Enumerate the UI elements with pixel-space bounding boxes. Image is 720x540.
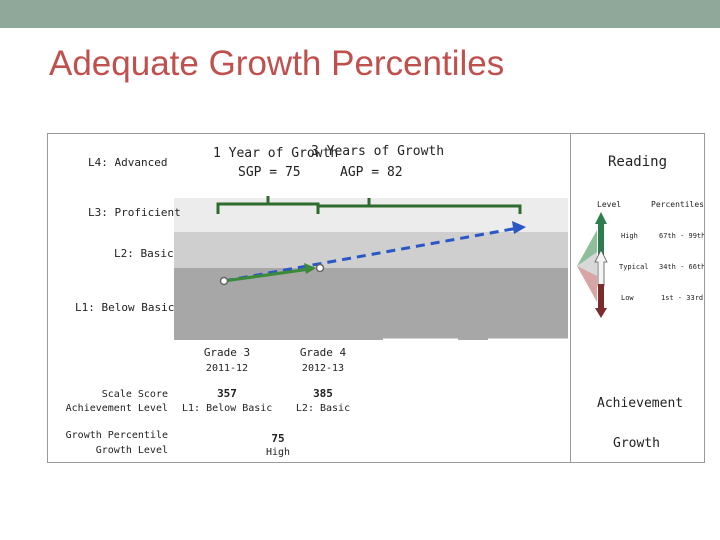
trajectory-graphic <box>216 196 526 286</box>
grade4-header: Grade 4 <box>299 346 347 359</box>
grade4-achievement-level: L2: Basic <box>295 403 351 414</box>
growth-label: Growth <box>613 436 660 451</box>
row-label-growth-percentile: Growth Percentile <box>65 430 168 441</box>
legend-low-arrow <box>595 284 607 318</box>
table-divider <box>383 338 568 342</box>
three-year-bracket <box>316 204 522 214</box>
legend-low-range: 1st - 33rd <box>661 294 704 302</box>
legend-high-arrow <box>595 212 607 256</box>
grade4-year: 2012-13 <box>301 363 345 374</box>
grade4-point <box>315 263 325 273</box>
legend-level-header: Level <box>597 200 622 209</box>
legend-high-label: High <box>621 232 638 240</box>
slide-title: Adequate Growth Percentiles <box>49 44 505 83</box>
actual-growth-line <box>223 267 311 283</box>
level-label-column <box>48 134 174 340</box>
growth-level-value: High <box>265 447 291 458</box>
legend-low-label: Low <box>621 294 634 302</box>
row-label-achievement-level: Achievement Level <box>65 403 168 414</box>
growth-percentile-value: 75 <box>271 432 285 445</box>
legend-typical-label: Typical <box>619 263 649 271</box>
grade3-achievement-level: L1: Below Basic <box>182 403 273 414</box>
legend-percentiles-header: Percentiles <box>651 200 704 209</box>
row-label-scale-score: Scale Score <box>101 389 168 400</box>
legend-high-range: 67th - 99th <box>659 232 705 240</box>
level-label-advanced: L4: Advanced <box>88 156 168 169</box>
three-years-label: 3 Years of Growth <box>311 144 445 159</box>
one-year-label: 1 Year of Growth <box>213 146 339 161</box>
level-label-below-basic: L1: Below Basic <box>75 301 175 314</box>
grade3-scale-score: 357 <box>217 387 237 400</box>
legend-fan-gray <box>577 252 597 280</box>
legend-fan-red <box>577 266 597 302</box>
growth-chart-panel: L4: Advanced L3: Proficient L2: Basic L1… <box>47 133 705 463</box>
achievement-label: Achievement <box>597 396 684 411</box>
reading-label: Reading <box>608 154 668 170</box>
grade4-scale-score: 385 <box>313 387 333 400</box>
legend-column: Reading Level Percentiles High 67th - 99… <box>570 134 705 462</box>
grade3-header: Grade 3 <box>203 346 251 359</box>
sgp-label: SGP = 75 <box>238 165 301 180</box>
actual-growth-arrowhead <box>304 263 316 274</box>
score-table <box>48 340 570 462</box>
legend-typical-range: 34th - 66th <box>659 263 705 271</box>
legend-arrows <box>577 212 608 318</box>
level-label-proficient: L3: Proficient <box>88 206 181 219</box>
row-label-growth-level: Growth Level <box>95 445 168 456</box>
agp-label: AGP = 82 <box>340 165 403 180</box>
projection-arrowhead <box>512 221 526 234</box>
top-bar <box>0 0 720 28</box>
projection-line <box>223 226 519 283</box>
level-label-basic: L2: Basic <box>114 247 174 260</box>
grade3-year: 2011-12 <box>205 363 249 374</box>
grade3-point <box>219 276 229 286</box>
